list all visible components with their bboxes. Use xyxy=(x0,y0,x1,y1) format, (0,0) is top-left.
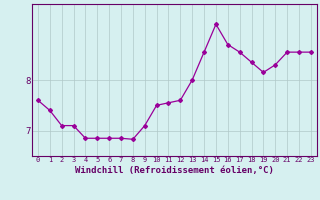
X-axis label: Windchill (Refroidissement éolien,°C): Windchill (Refroidissement éolien,°C) xyxy=(75,166,274,175)
